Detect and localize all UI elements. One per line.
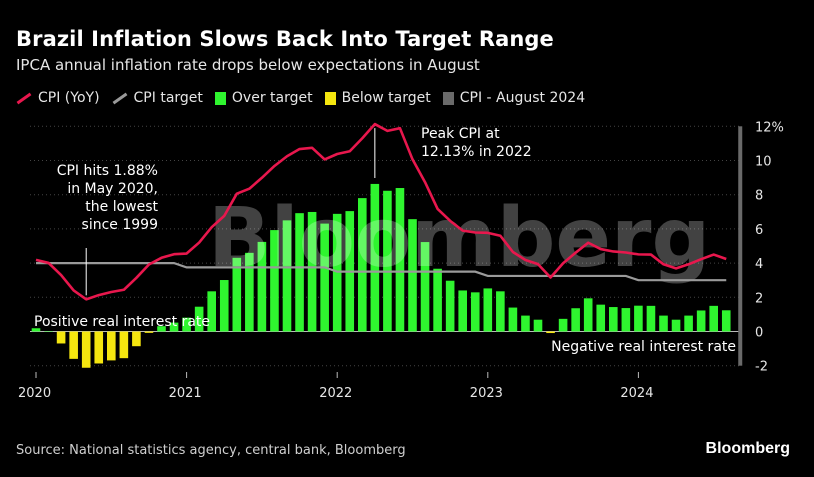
annotation-low-cpi: CPI hits 1.88% in May 2020, the lowest sinc… [57,163,159,233]
legend-label-cpi-yoy: CPI (YoY) [38,90,100,106]
bar-over-target [395,188,405,332]
bar-over-target [496,291,505,332]
bar-over-target [169,322,179,332]
legend-swatch-cpi-august-2024 [442,91,454,105]
bar-below-target [546,331,555,334]
bar-over-target [445,280,455,332]
y-tick-label: 12% [755,120,784,135]
chart-subtitle: IPCA annual inflation rate drops below e… [16,56,480,74]
bar-over-target [420,242,430,332]
bar-below-target [119,331,129,359]
bar-over-target [646,305,656,332]
bar-over-target [671,319,681,332]
bar-over-target [433,268,442,332]
bar-over-target [257,241,267,332]
bar-over-target [370,183,380,332]
y-tick-label: 6 [755,223,763,238]
y-tick-label: 4 [755,257,763,272]
bar-over-target [157,326,166,332]
legend-item-cpi-yoy: CPI (YoY) [16,90,100,106]
bar-over-target [182,317,191,332]
legend-item-cpi-august-2024: CPI - August 2024 [442,90,586,106]
bar-below-target [94,331,104,364]
bar-over-target [583,298,593,332]
x-tick-label: 2022 [319,386,352,401]
bar-over-target [571,308,580,332]
bar-over-target [408,219,417,332]
legend-item-over-target: Over target [214,90,313,106]
bar-over-target [458,290,467,332]
y-tick-label: 10 [755,155,772,170]
bar-over-target [31,328,41,332]
bar-below-target [81,331,91,368]
bar-below-target [132,331,141,347]
x-tick-label: 2023 [470,386,503,401]
bar-over-target [470,292,480,332]
bloomberg-logo: Bloomberg [705,440,790,457]
legend: CPI (YoY) CPI target Over target Below t… [16,90,597,106]
annotation-peak-cpi: Peak CPI at 12.13% in 2022 [421,126,532,160]
bar-over-target [207,291,216,332]
legend-swatch-over-target [214,91,226,105]
x-tick-label: 2024 [620,386,653,401]
bar-over-target [295,213,304,332]
bloomberg-watermark: Bloomberg [208,191,710,286]
y-tick-label: 2 [755,291,763,306]
bar-over-target [383,190,392,332]
bar-over-target [282,220,292,332]
bar-below-target [56,331,66,344]
bar-over-target [609,307,618,332]
y-tick-label: 0 [755,326,763,341]
bar-over-target [270,230,279,332]
bar-below-target [144,331,154,333]
legend-label-over-target: Over target [231,90,313,106]
bar-over-target [44,331,53,332]
legend-label-cpi-august-2024: CPI - August 2024 [459,90,586,106]
bar-over-target [508,307,518,332]
bar-over-target [358,198,367,332]
bar-over-target [307,211,317,332]
bar-over-target [709,305,718,332]
bar-over-target [684,315,693,332]
source-note: Source: National statistics agency, cent… [16,443,406,458]
chart-title: Brazil Inflation Slows Back Into Target … [16,27,554,51]
legend-item-cpi-target: CPI target [112,90,203,106]
bar-over-target [320,223,329,332]
x-tick-label: 2020 [18,386,51,401]
bar-over-target [483,288,493,332]
y-tick-label: 8 [755,189,763,204]
latest-month-marker [738,126,743,366]
bar-over-target [245,252,254,332]
bar-over-target [621,308,631,332]
y-tick-label: -2 [755,360,768,375]
bar-over-target [219,280,229,332]
bar-below-target [107,331,116,361]
bar-over-target [721,310,731,332]
bar-over-target [659,315,668,332]
bar-over-target [558,318,568,332]
legend-label-below-target: Below target [341,90,431,106]
bar-over-target [521,315,530,332]
bar-over-target [194,306,204,332]
label-positive-real-rate: Positive real interest rate [34,314,210,330]
x-tick-label: 2021 [169,386,202,401]
bar-below-target [69,331,78,359]
bar-over-target [232,257,242,332]
bar-over-target [596,304,606,332]
bar-over-target [634,305,643,332]
legend-label-cpi-target: CPI target [133,90,203,106]
bar-over-target [533,319,543,332]
label-negative-real-rate: Negative real interest rate [551,339,736,355]
cpi-yoy-line [35,122,727,301]
legend-swatch-below-target [324,91,336,105]
bar-over-target [696,310,706,332]
legend-item-below-target: Below target [324,90,431,106]
